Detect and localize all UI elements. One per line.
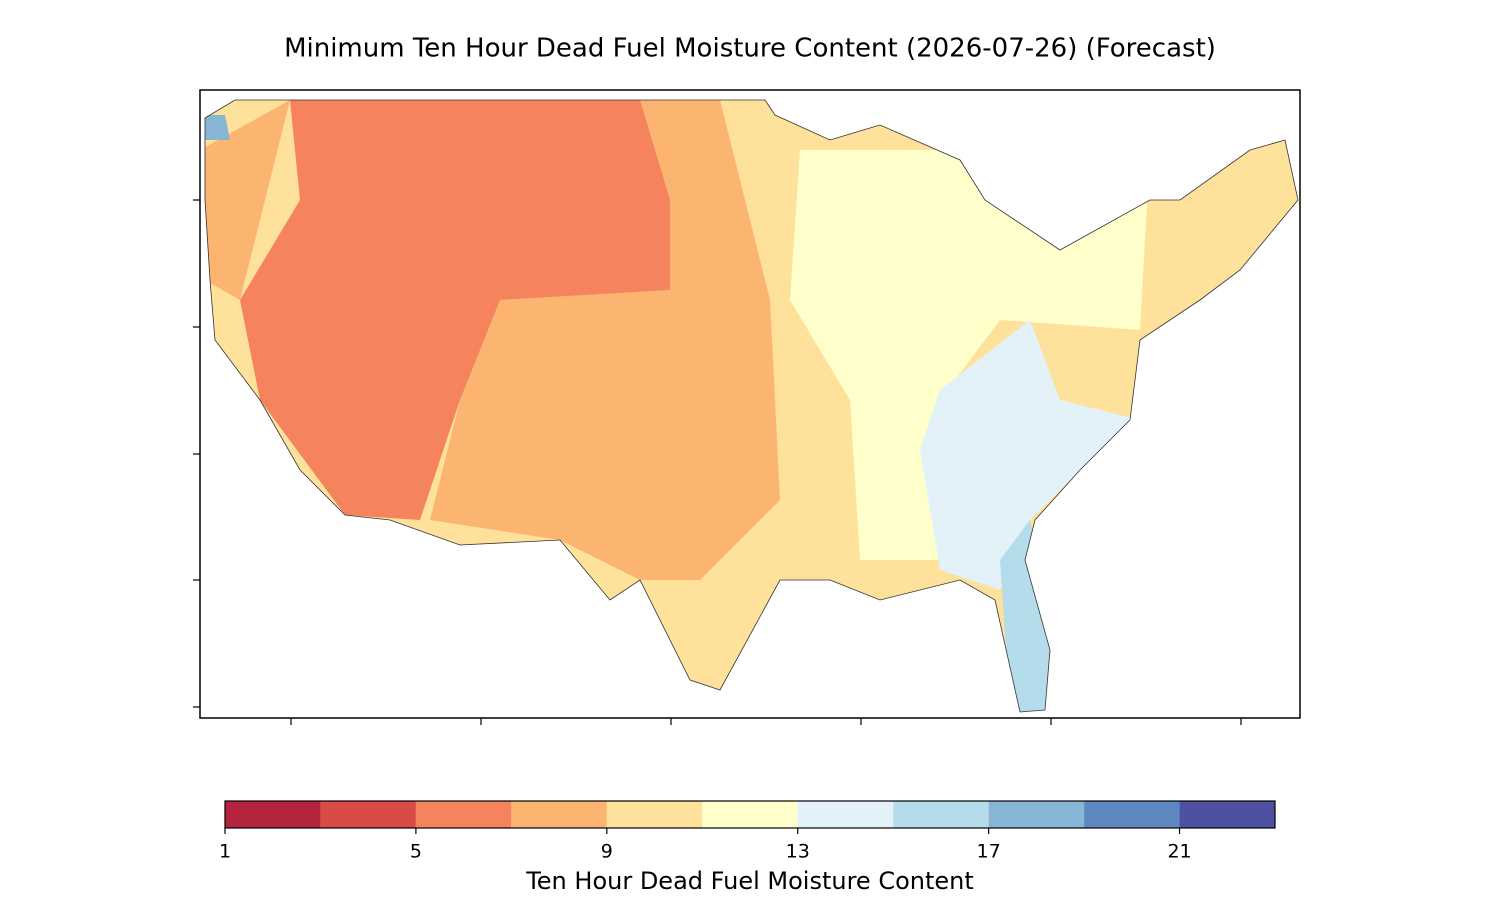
colorbar-tick-label: 21: [1167, 841, 1191, 863]
colorbar-bin: [988, 801, 1085, 828]
zone: [790, 150, 1150, 560]
colorbar-tick-label: 9: [601, 841, 613, 863]
colorbar-bin: [225, 801, 321, 828]
frame-ticks: [193, 199, 1242, 725]
us-outline: [204, 99, 1299, 713]
zone: [205, 100, 290, 300]
colorbar-bin: [606, 801, 703, 828]
zone: [920, 320, 1140, 590]
zone: [205, 115, 230, 140]
map-frame: [199, 89, 1301, 719]
zone: [240, 100, 670, 520]
colorbar-tick-label: 1: [219, 841, 231, 863]
colorbar-bin: [320, 801, 416, 828]
colorbar-bin: [893, 801, 989, 828]
colorbar-tick-label: 17: [977, 841, 1001, 863]
colorbar-bin: [1179, 801, 1275, 828]
colorbar-tick-label: 13: [786, 841, 810, 863]
map-fill: [205, 100, 1298, 712]
colorbar-frame: [224, 800, 1276, 829]
colorbar-label: Ten Hour Dead Fuel Moisture Content: [525, 867, 974, 895]
colorbar: 1 5 9 13 17 21: [219, 800, 1276, 863]
colorbar-bin: [415, 801, 512, 828]
colorbar-bin: [511, 801, 607, 828]
colorbar-bin: [797, 801, 894, 828]
colorbar-bin: [702, 801, 798, 828]
colorbar-tick-label: 5: [410, 841, 422, 863]
map-title: Minimum Ten Hour Dead Fuel Moisture Cont…: [284, 34, 1216, 64]
colorbar-bin: [1084, 801, 1180, 828]
zone: [430, 100, 780, 580]
